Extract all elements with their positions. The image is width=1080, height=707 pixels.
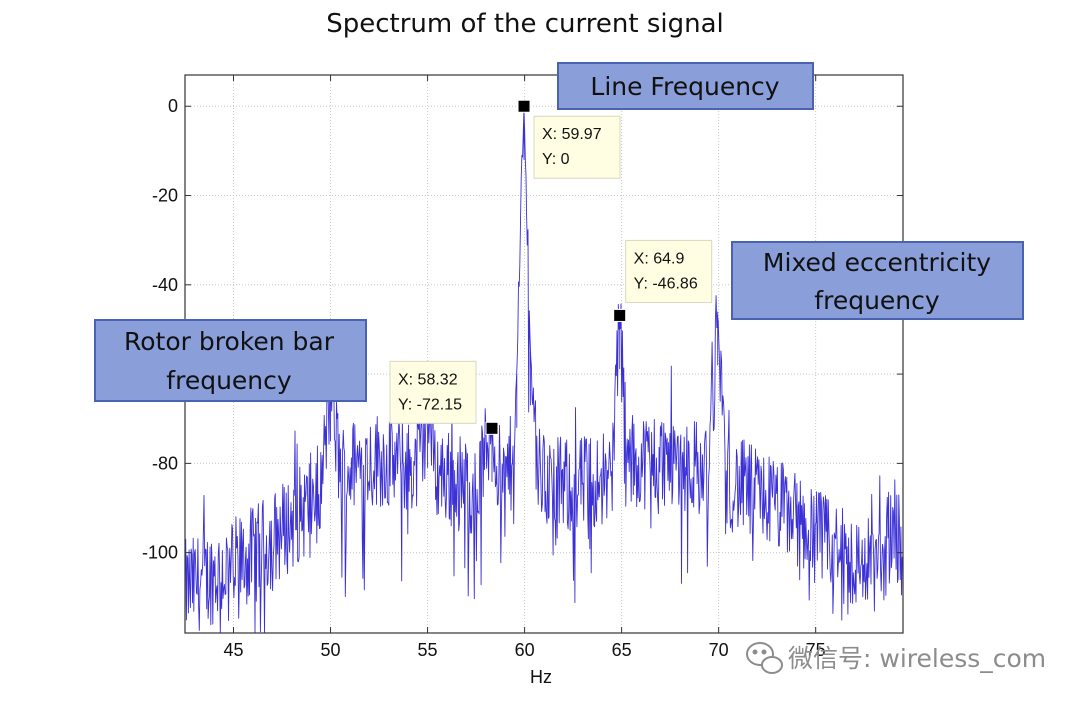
callout-mixed-eccentricity: Mixed eccentricity frequency bbox=[731, 241, 1024, 320]
callout-line-frequency-text: Line Frequency bbox=[590, 72, 779, 101]
callout-rotor-broken-bar-line1: Rotor broken bar bbox=[124, 327, 335, 356]
axis-ticks: 45 50 55 60 65 70 75 0 -20 -40 -80 -100 bbox=[142, 75, 903, 660]
callout-rotor-broken-bar-line2: frequency bbox=[166, 366, 292, 395]
x-tick-label: 50 bbox=[321, 640, 341, 660]
callout-mixed-eccentricity-line1: Mixed eccentricity bbox=[763, 248, 991, 277]
spectrum-line bbox=[184, 106, 904, 634]
x-axis-label: Hz bbox=[530, 667, 552, 687]
callout-mixed-eccentricity-line2: frequency bbox=[814, 286, 940, 315]
callout-line-frequency: Line Frequency bbox=[557, 62, 814, 110]
wechat-icon bbox=[746, 642, 783, 674]
watermark: 微信号: wireless_com bbox=[746, 642, 1046, 674]
x-tick-label: 55 bbox=[418, 640, 438, 660]
data-tip-y-text: Y: -72.15 bbox=[398, 396, 462, 413]
x-tick-label: 70 bbox=[709, 640, 729, 660]
y-tick-label: -40 bbox=[152, 275, 178, 295]
data-tip-marker bbox=[613, 308, 627, 322]
data-tip-box bbox=[533, 115, 621, 179]
data-tip-y-text: Y: 0 bbox=[542, 151, 570, 168]
series-group bbox=[184, 106, 904, 634]
data-tip-marker bbox=[517, 99, 531, 113]
y-tick-label: -80 bbox=[152, 453, 178, 473]
x-tick-label: 75 bbox=[806, 640, 826, 660]
x-tick-label: 65 bbox=[612, 640, 632, 660]
x-tick-label: 45 bbox=[223, 640, 243, 660]
y-tick-label: -100 bbox=[142, 543, 178, 563]
data-tip-x-text: X: 59.97 bbox=[542, 126, 602, 143]
callout-rotor-broken-bar: Rotor broken bar frequency bbox=[94, 319, 367, 402]
chart-title: Spectrum of the current signal bbox=[326, 9, 723, 39]
data-tip-x-text: X: 64.9 bbox=[634, 250, 685, 267]
data-tip-box bbox=[625, 239, 713, 303]
data-tip-marker bbox=[485, 421, 499, 435]
watermark-text: 微信号: wireless_com bbox=[788, 644, 1046, 673]
x-tick-label: 60 bbox=[515, 640, 535, 660]
data-tips: X: 59.97 Y: 0 X: 58.32 Y: -72.15 X: 64.9 Y: -… bbox=[389, 99, 713, 435]
data-tip-box bbox=[389, 360, 477, 424]
y-tick-label: 0 bbox=[168, 96, 178, 116]
data-tip-x-text: X: 58.32 bbox=[398, 371, 458, 388]
data-tip-y-text: Y: -46.86 bbox=[634, 275, 698, 292]
y-tick-label: -20 bbox=[152, 186, 178, 206]
